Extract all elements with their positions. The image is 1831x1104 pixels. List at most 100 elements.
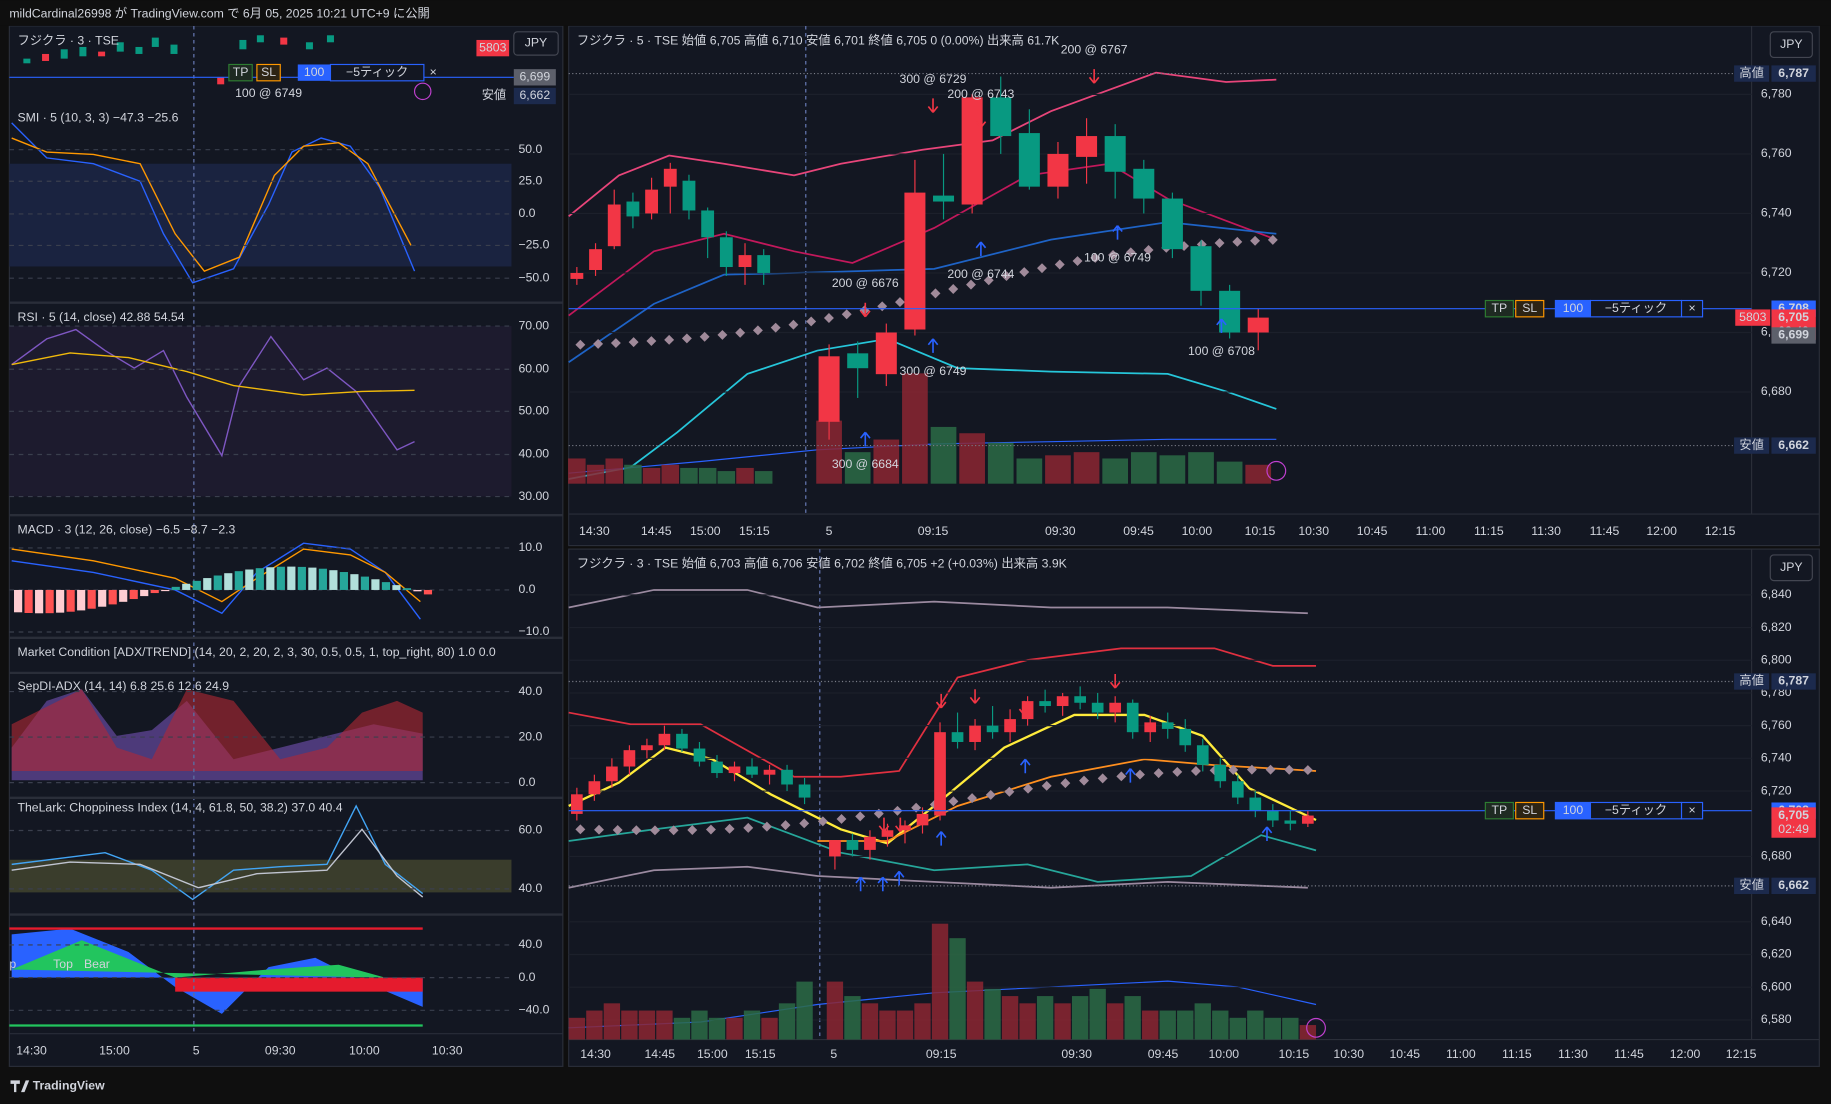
- order-offset[interactable]: −5ティック: [1605, 301, 1667, 315]
- pane-tick-label: 60.00: [518, 361, 549, 375]
- volume-bar: [726, 1017, 743, 1040]
- symbol-badge-text: 5803: [479, 40, 506, 54]
- candle-body: [961, 97, 983, 205]
- volume-bar: [1216, 461, 1243, 484]
- order-tp-box[interactable]: [1484, 801, 1514, 820]
- alert-icon: [1306, 1017, 1326, 1038]
- currency[interactable]: JPY: [1780, 37, 1802, 51]
- candle-body: [676, 733, 688, 749]
- candle-body: [719, 237, 733, 268]
- order-sl[interactable]: SL: [1522, 803, 1537, 817]
- candle-body: [738, 255, 752, 268]
- order-close[interactable]: ×: [1688, 301, 1695, 315]
- order-close[interactable]: ×: [1688, 803, 1695, 817]
- candle-body: [969, 725, 981, 742]
- pivot-diamond: [1072, 256, 1083, 267]
- qty-label[interactable]: 100: [304, 65, 325, 79]
- volume-bar: [984, 988, 1001, 1040]
- order-sl[interactable]: SL: [1522, 301, 1537, 315]
- order-offset[interactable]: −5ティック: [1605, 803, 1667, 817]
- volume-bar: [1124, 996, 1141, 1040]
- currency-button[interactable]: [1769, 31, 1813, 59]
- sl-label[interactable]: SL: [261, 65, 276, 79]
- currency-button[interactable]: [1769, 554, 1813, 582]
- candle-body: [990, 97, 1012, 137]
- offset-label[interactable]: −5ティック: [346, 65, 408, 79]
- buy-arrow: [855, 876, 866, 892]
- macd-histogram: [129, 589, 138, 600]
- pivot-diamond: [1041, 780, 1052, 791]
- time-label: 10:30: [432, 1043, 463, 1057]
- pivot-diamond: [631, 825, 642, 836]
- close-order[interactable]: ×: [430, 65, 437, 79]
- candle-body: [571, 794, 583, 814]
- volume-bar: [1229, 1017, 1246, 1040]
- time-label: 09:15: [926, 1047, 957, 1061]
- candle-body: [588, 781, 601, 795]
- sl-box[interactable]: [256, 63, 281, 82]
- pivot-diamond: [1302, 765, 1313, 775]
- qty-box[interactable]: [297, 64, 331, 81]
- tp-box[interactable]: [228, 63, 253, 82]
- volume-bar: [1282, 1017, 1299, 1040]
- volume-bar: [987, 442, 1014, 484]
- volume-bar: [586, 1010, 603, 1040]
- order-close-box[interactable]: [1680, 801, 1704, 820]
- currency[interactable]: JPY: [525, 36, 547, 50]
- pane-tick-label: 50.0: [518, 142, 542, 156]
- time-label: 09:45: [1123, 524, 1154, 538]
- macd-histogram: [56, 589, 65, 613]
- mini-candle: [151, 37, 159, 47]
- pane-value: −2.3: [211, 523, 235, 537]
- legend-key: 始値: [682, 555, 707, 570]
- order-sl-box[interactable]: [1515, 299, 1545, 318]
- time-label: 09:30: [1045, 524, 1076, 538]
- candle-body: [1133, 168, 1155, 199]
- offset-box[interactable]: [329, 63, 425, 82]
- pane-value: 24.9: [205, 679, 229, 693]
- pivot-diamond: [1116, 771, 1127, 782]
- band-outer: [568, 865, 1308, 889]
- order-tp-box[interactable]: [1484, 299, 1514, 318]
- y-tick-label: 6,760: [1761, 146, 1792, 160]
- volume-bar: [1036, 996, 1054, 1040]
- time-label: 10:15: [1245, 524, 1276, 538]
- order-close-box[interactable]: [1680, 299, 1704, 318]
- pivot-diamond: [788, 319, 799, 330]
- legend-key: 安値: [806, 32, 831, 47]
- time-label: 12:00: [1646, 524, 1677, 538]
- macd-histogram: [297, 566, 306, 590]
- level-tag: 安値: [1739, 437, 1764, 452]
- sell-arrow: [1088, 69, 1100, 84]
- sell-arrow: [1109, 674, 1121, 689]
- order-qty[interactable]: 100: [1563, 301, 1584, 315]
- time-label: 12:15: [1705, 524, 1736, 538]
- candle-body: [682, 180, 696, 211]
- candle-body: [641, 745, 653, 751]
- legend-value: 6,705: [896, 33, 927, 47]
- candle-body: [626, 201, 640, 217]
- order-tp[interactable]: TP: [1492, 803, 1508, 817]
- tp-label[interactable]: TP: [233, 65, 249, 79]
- volume-bar: [1089, 988, 1106, 1040]
- pane-value: −8.7: [184, 523, 208, 537]
- currency[interactable]: JPY: [1780, 560, 1802, 574]
- time-label: 10:45: [1357, 524, 1388, 538]
- order-sl-box[interactable]: [1515, 801, 1545, 820]
- pivot-diamond: [743, 822, 754, 833]
- macd-histogram: [423, 589, 433, 595]
- pivot-diamond: [1135, 769, 1145, 780]
- time-label: 12:15: [1726, 1047, 1757, 1061]
- trend-area: [11, 928, 423, 1014]
- legend-key: 始値: [682, 32, 707, 47]
- time-label: 12:00: [1670, 1047, 1701, 1061]
- order-tp[interactable]: TP: [1492, 301, 1508, 315]
- low-badge: [513, 87, 556, 105]
- currency-button[interactable]: [513, 31, 559, 56]
- legend-key: 安値: [806, 555, 831, 570]
- order-qty[interactable]: 100: [1563, 803, 1584, 817]
- candle-body: [1196, 745, 1209, 765]
- pivot-diamond: [948, 796, 959, 807]
- volume-bar: [1177, 1010, 1194, 1040]
- pane-value: 42.88: [120, 310, 151, 324]
